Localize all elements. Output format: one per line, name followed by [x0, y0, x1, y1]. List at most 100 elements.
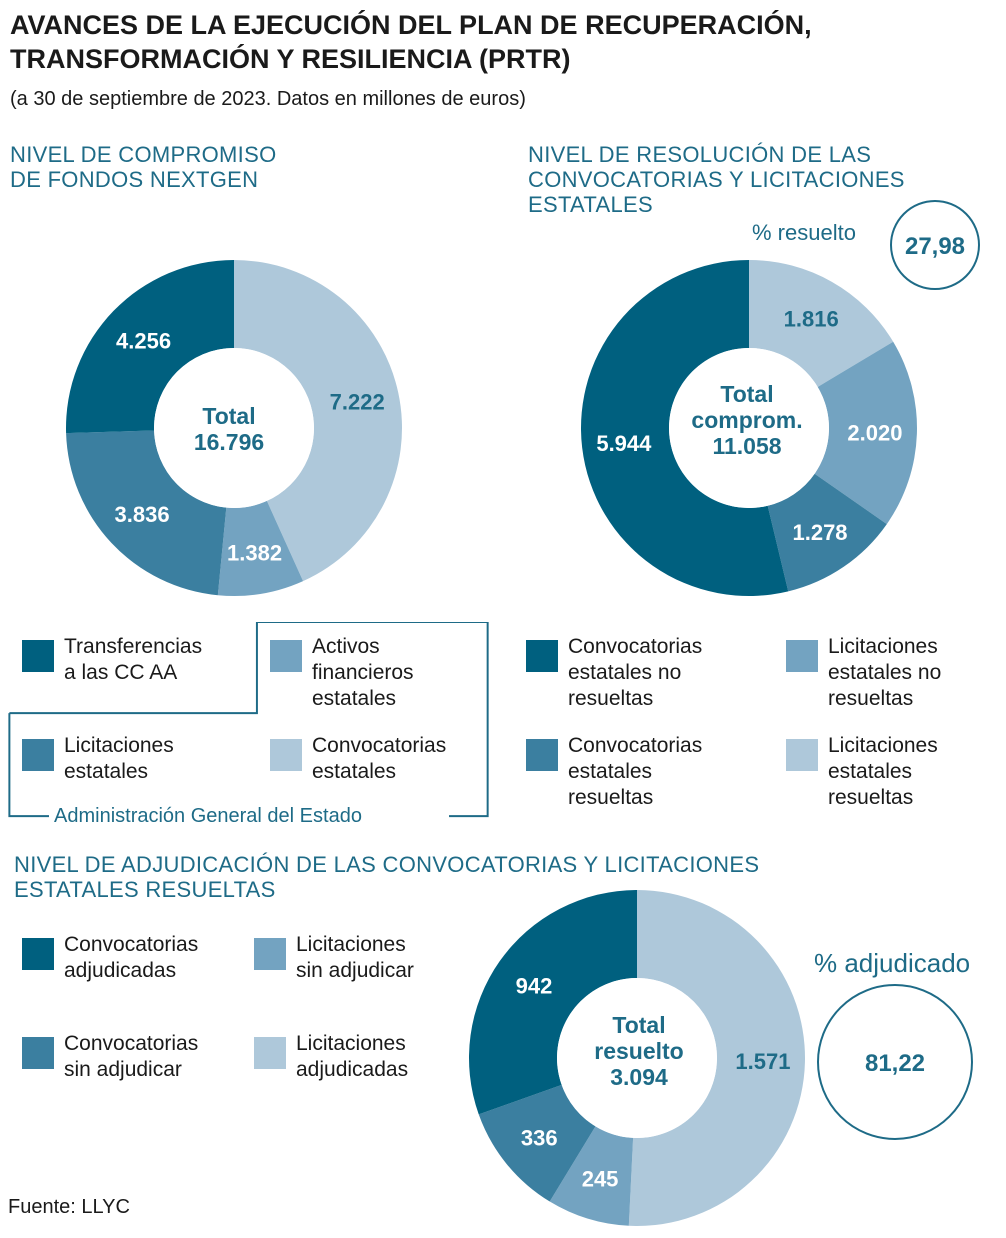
center-label-resolucion-line3: 11.058 — [712, 433, 781, 459]
donut-slice — [478, 1084, 596, 1202]
legend-line: resueltas — [828, 687, 914, 710]
slice-value-label: 1.816 — [784, 306, 839, 331]
pct-resuelto-circle — [890, 200, 980, 290]
legend-line: Licitaciones — [296, 933, 406, 956]
legend-label: Convocatorias adjudicadas — [64, 932, 198, 984]
legend-line: sin adjudicar — [64, 1058, 182, 1081]
chart-subtitle: (a 30 de septiembre de 2023. Datos en mi… — [10, 88, 526, 110]
legend-line: Convocatorias — [64, 1032, 199, 1055]
donut-slice — [580, 260, 789, 597]
legend-line: Licitaciones — [828, 734, 938, 757]
legend-label: Licitaciones estatales resueltas — [828, 733, 938, 811]
donut-slice — [469, 890, 637, 1115]
legend-line: a las CC AA — [64, 661, 178, 684]
donut-resolucion: 1.816 2.020 1.278 5.944 — [580, 260, 917, 597]
donut-hole — [154, 348, 314, 508]
legend-label: Licitaciones estatales — [64, 733, 174, 785]
section-title-resolucion: NIVEL DE RESOLUCIÓN DE LAS CONVOCATORIAS… — [528, 142, 905, 217]
legend-line: Licitaciones — [828, 635, 938, 658]
legend-swatch — [254, 1037, 286, 1069]
center-label-compromiso-line2: 16.796 — [194, 429, 264, 455]
donut-slice — [66, 430, 227, 596]
donut-slice — [549, 1126, 634, 1226]
donut-slice — [628, 890, 805, 1226]
pct-adjudicado-label: % adjudicado — [814, 948, 971, 978]
slice-value-label: 3.836 — [115, 502, 170, 527]
legend-label: Activos financieros estatales — [312, 634, 414, 712]
donut-slice — [217, 500, 304, 597]
legend-swatch — [526, 640, 558, 672]
center-label-resolucion-line1: Total — [720, 381, 773, 407]
section-title-line: NIVEL DE COMPROMISO — [10, 142, 277, 167]
section-title-line: CONVOCATORIAS Y LICITACIONES — [528, 167, 905, 192]
legend-label: Licitaciones adjudicadas — [296, 1031, 408, 1083]
legend-line: Convocatorias — [64, 933, 199, 956]
legend-line: Convocatorias — [312, 734, 447, 757]
legend-line: resueltas — [568, 687, 654, 710]
slice-value-label: 1.278 — [792, 520, 847, 545]
donut-adjudicacion: 1.571 245 336 942 — [469, 890, 805, 1226]
legend-label: Convocatorias estatales resueltas — [568, 733, 702, 811]
legend-line: estatales no — [828, 661, 942, 684]
legend-label: Convocatorias sin adjudicar — [64, 1031, 198, 1083]
legend-swatch — [526, 739, 558, 771]
slice-value-label: 942 — [516, 973, 553, 998]
legend-label: Licitaciones estatales no resueltas — [828, 634, 941, 712]
legend-swatch — [786, 739, 818, 771]
title-line-1: AVANCES DE LA EJECUCIÓN DEL PLAN DE RECU… — [10, 10, 812, 40]
pct-adjudicado-value: 81,22 — [865, 1050, 925, 1077]
legend-swatch — [270, 640, 302, 672]
legend-swatch — [786, 640, 818, 672]
slice-value-label: 4.256 — [116, 328, 171, 353]
slice-value-label: 1.571 — [735, 1049, 790, 1074]
legend-line: estatales — [312, 760, 397, 783]
age-bracket — [8, 622, 489, 818]
section-title-adjudicacion: NIVEL DE ADJUDICACIÓN DE LAS CONVOCATORI… — [14, 852, 759, 902]
donut-slice — [749, 260, 894, 387]
legend-swatch — [22, 640, 54, 672]
source-note: Fuente: LLYC — [8, 1196, 130, 1218]
legend-swatch — [22, 1037, 54, 1069]
slice-value-label: 245 — [582, 1166, 619, 1191]
legend-line: resueltas — [568, 786, 654, 809]
pct-resuelto-label: % resuelto — [752, 220, 856, 245]
slice-value-label: 336 — [521, 1126, 558, 1151]
legend-swatch — [22, 739, 54, 771]
donut-hole — [669, 348, 829, 508]
center-label-compromiso-line1: Total — [202, 403, 255, 429]
donut-slice — [66, 260, 234, 434]
legend-swatch — [254, 938, 286, 970]
center-label-adjudicacion-line3: 3.094 — [610, 1064, 668, 1090]
legend-line: estatales — [828, 760, 913, 783]
donut-slice — [814, 341, 917, 525]
legend-line: financieros — [312, 661, 414, 684]
section-title-compromiso: NIVEL DE COMPROMISO DE FONDOS NEXTGEN — [10, 142, 276, 192]
legend-line: Licitaciones — [64, 734, 174, 757]
legend-line: estatales no — [568, 661, 682, 684]
legend-line: adjudicadas — [296, 1058, 409, 1081]
slice-value-label: 2.020 — [847, 420, 902, 445]
legend-line: estatales — [312, 687, 397, 710]
legend-label: Convocatorias estatales — [312, 733, 446, 785]
legend-line: Convocatorias — [568, 635, 703, 658]
section-title-line: NIVEL DE ADJUDICACIÓN DE LAS CONVOCATORI… — [14, 852, 760, 877]
legend-line: estatales — [64, 760, 149, 783]
legend-line: Transferencias — [64, 635, 203, 658]
pct-adjudicado-circle — [817, 984, 973, 1140]
section-title-line: ESTATALES RESUELTAS — [14, 877, 276, 902]
slice-value-label: 1.382 — [227, 540, 282, 565]
legend-line: Convocatorias — [568, 734, 703, 757]
legend-swatch — [22, 938, 54, 970]
legend-line: estatales — [568, 760, 653, 783]
donut-slice — [767, 473, 887, 592]
section-title-line: DE FONDOS NEXTGEN — [10, 167, 259, 192]
slice-value-label: 7.222 — [330, 390, 385, 415]
center-label-adjudicacion-line2: resuelto — [594, 1038, 683, 1064]
legend-swatch — [270, 739, 302, 771]
center-label-adjudicacion-line1: Total — [612, 1012, 665, 1038]
donut-hole — [557, 978, 717, 1138]
donut-slice — [234, 260, 403, 582]
center-label-resolucion-line2: comprom. — [691, 407, 802, 433]
title-line-2: TRANSFORMACIÓN Y RESILIENCIA (PRTR) — [10, 44, 571, 74]
